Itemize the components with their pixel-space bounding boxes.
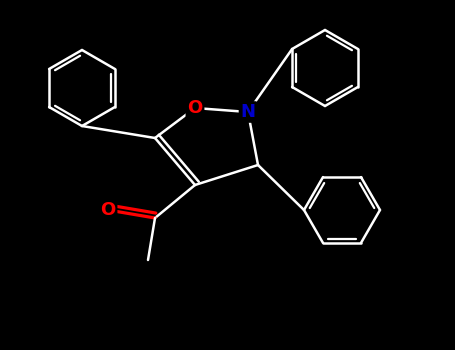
Text: N: N [241,103,256,121]
Text: O: O [101,201,116,219]
Text: O: O [187,99,202,117]
